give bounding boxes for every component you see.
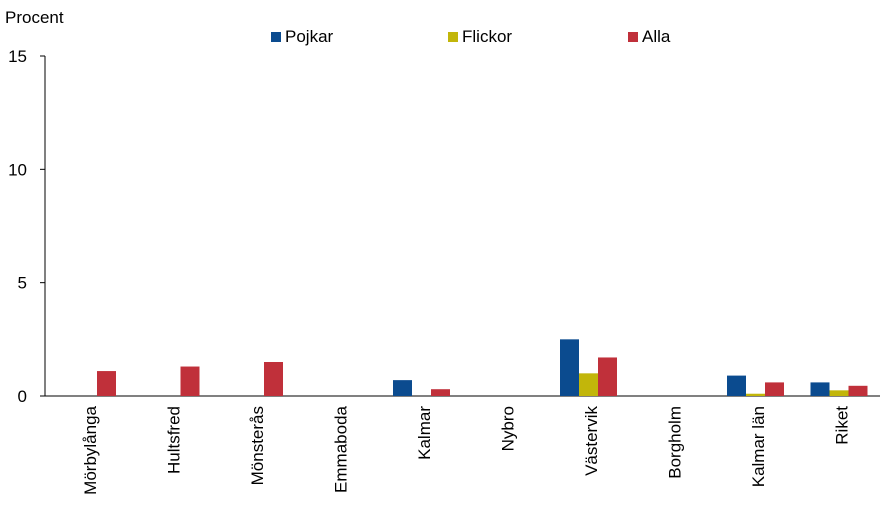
y-axis-label: Procent bbox=[5, 8, 64, 27]
x-tick-label: Mörbylånga bbox=[81, 405, 100, 494]
legend-swatch-pojkar bbox=[271, 32, 281, 42]
x-tick-label: Kalmar län bbox=[749, 406, 768, 487]
x-tick-label: Emmaboda bbox=[332, 405, 351, 492]
x-tick-label: Västervik bbox=[582, 406, 601, 476]
y-tick-label: 0 bbox=[18, 387, 27, 406]
x-tick-label: Nybro bbox=[499, 406, 518, 451]
bar-pojkar-6 bbox=[560, 339, 579, 396]
bar-flickor-6 bbox=[579, 373, 598, 396]
x-tick-label: Kalmar bbox=[415, 406, 434, 460]
bar-alla-8 bbox=[765, 382, 784, 396]
y-tick-label: 10 bbox=[8, 160, 27, 179]
bar-alla-1 bbox=[180, 366, 200, 396]
bar-flickor-8 bbox=[746, 393, 765, 396]
x-tick-label: Mönsterås bbox=[248, 406, 267, 485]
legend-item-pojkar: Pojkar bbox=[271, 27, 333, 47]
y-tick-label: 15 bbox=[8, 47, 27, 66]
bar-pojkar-4 bbox=[393, 380, 412, 396]
x-tick-label: Riket bbox=[833, 406, 852, 445]
legend: Pojkar Flickor Alla bbox=[0, 27, 880, 49]
legend-item-alla: Alla bbox=[628, 27, 670, 47]
legend-label-flickor: Flickor bbox=[462, 27, 513, 46]
legend-item-flickor: Flickor bbox=[448, 27, 512, 47]
legend-label-pojkar: Pojkar bbox=[285, 27, 334, 46]
legend-swatch-alla bbox=[628, 32, 638, 42]
bar-pojkar-9 bbox=[810, 382, 830, 396]
x-tick-label: Borgholm bbox=[666, 406, 685, 479]
bar-pojkar-8 bbox=[727, 375, 746, 396]
bar-flickor-9 bbox=[829, 390, 849, 396]
bar-alla-0 bbox=[97, 371, 116, 396]
legend-label-alla: Alla bbox=[642, 27, 671, 46]
bar-alla-2 bbox=[264, 362, 283, 396]
legend-swatch-flickor bbox=[448, 32, 458, 42]
bar-alla-4 bbox=[431, 389, 450, 396]
y-tick-label: 5 bbox=[18, 274, 27, 293]
bar-alla-6 bbox=[598, 357, 617, 396]
bar-alla-9 bbox=[848, 385, 868, 396]
x-tick-label: Hultsfred bbox=[165, 406, 184, 474]
